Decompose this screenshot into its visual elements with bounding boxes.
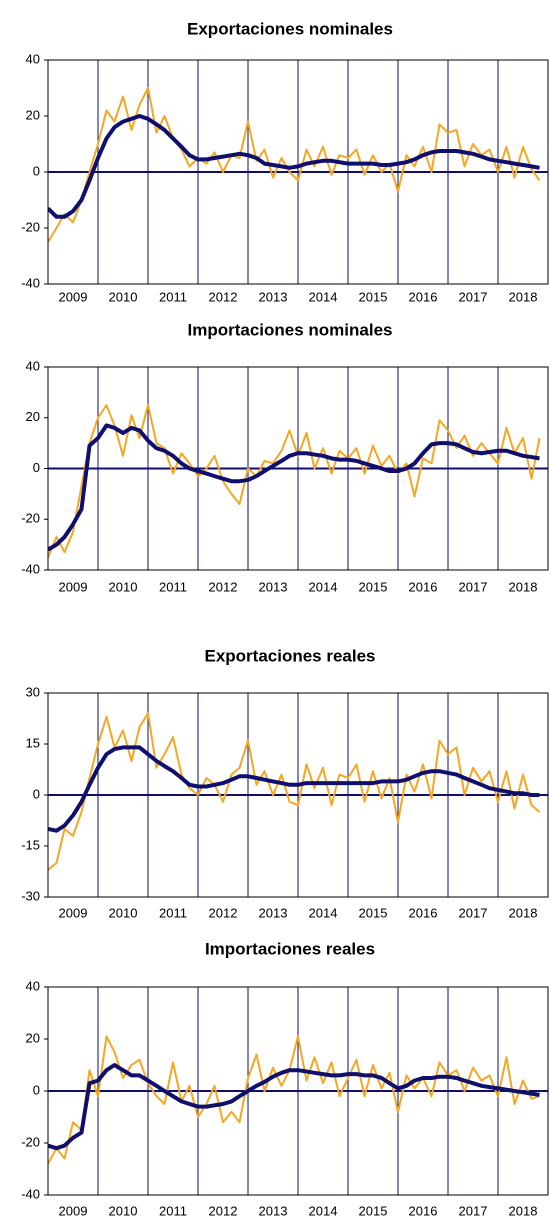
x-tick-label: 2013	[259, 905, 288, 920]
y-tick-label: 30	[26, 684, 40, 699]
x-tick-label: 2012	[209, 1203, 238, 1218]
x-tick-label: 2011	[159, 905, 187, 920]
x-tick-label: 2018	[509, 289, 538, 304]
x-tick-label: 2009	[59, 289, 88, 304]
x-tick-label: 2017	[459, 579, 488, 594]
x-tick-label: 2009	[59, 905, 88, 920]
x-tick-label: 2012	[209, 905, 238, 920]
x-tick-label: 2010	[109, 1203, 138, 1218]
y-tick-label: -20	[21, 1134, 40, 1149]
x-tick-label: 2010	[109, 289, 138, 304]
y-tick-label: 40	[26, 51, 40, 66]
x-tick-label: 2013	[259, 579, 288, 594]
series-line	[48, 114, 540, 219]
x-tick-label: 2017	[459, 1203, 488, 1218]
chart-title: Importaciones nominales	[188, 320, 393, 339]
x-tick-label: 2016	[409, 289, 438, 304]
y-tick-label: -15	[21, 837, 40, 852]
series-line	[48, 712, 541, 871]
x-tick-label: 2018	[509, 905, 538, 920]
y-tick-label: 40	[26, 358, 40, 373]
y-tick-label: 40	[26, 978, 40, 993]
plot-frame	[47, 692, 549, 898]
series-line	[48, 87, 541, 243]
chart-title: Importaciones reales	[205, 939, 375, 958]
y-tick-label: 0	[33, 163, 40, 178]
y-tick-label: -40	[21, 561, 40, 576]
x-tick-label: 2014	[309, 1203, 338, 1218]
x-tick-label: 2016	[409, 579, 438, 594]
y-tick-label: 0	[33, 1082, 40, 1097]
y-tick-label: -20	[21, 511, 40, 526]
x-tick-label: 2013	[259, 289, 288, 304]
y-tick-label: -30	[21, 888, 40, 903]
x-tick-label: 2018	[509, 1203, 538, 1218]
x-tick-label: 2015	[359, 289, 388, 304]
x-tick-label: 2010	[109, 905, 138, 920]
y-tick-label: 0	[33, 786, 40, 801]
x-tick-label: 2015	[359, 1203, 388, 1218]
x-tick-label: 2011	[159, 579, 187, 594]
series-line	[48, 1063, 540, 1151]
x-tick-label: 2017	[459, 289, 488, 304]
x-tick-label: 2014	[309, 289, 338, 304]
x-tick-label: 2010	[109, 579, 138, 594]
y-tick-label: -40	[21, 1186, 40, 1201]
chart-title: Exportaciones reales	[204, 646, 375, 665]
y-tick-label: -20	[21, 219, 40, 234]
chart: Importaciones reales -40 -20 0 20 40 2009 2010 2…	[21, 939, 549, 1218]
y-tick-label: 20	[26, 409, 40, 424]
series-line	[48, 745, 540, 833]
y-tick-label: -40	[21, 275, 40, 290]
plot-frame	[47, 366, 549, 571]
x-tick-label: 2011	[159, 289, 187, 304]
plot-frame	[47, 59, 549, 285]
chart: Exportaciones nominales -40 -20 0 20 40 2009 20…	[21, 19, 549, 304]
x-tick-label: 2012	[209, 579, 238, 594]
x-tick-label: 2009	[59, 1203, 88, 1218]
y-tick-label: 15	[26, 735, 40, 750]
x-tick-label: 2016	[409, 1203, 438, 1218]
series-line	[48, 404, 541, 558]
x-tick-label: 2011	[159, 1203, 187, 1218]
x-tick-label: 2014	[309, 905, 338, 920]
x-tick-label: 2016	[409, 905, 438, 920]
x-tick-label: 2013	[259, 1203, 288, 1218]
series-line	[48, 1035, 540, 1165]
x-tick-label: 2015	[359, 579, 388, 594]
x-tick-label: 2014	[309, 579, 338, 594]
y-tick-label: 0	[33, 460, 40, 475]
plot-frame	[47, 986, 549, 1196]
series-line	[48, 423, 540, 552]
chart: Exportaciones reales -30 -15 0 15 30 2009 2010 2…	[21, 646, 549, 920]
x-tick-label: 2012	[209, 289, 238, 304]
chart: Importaciones nominales -40 -20 0 20 40 2009 20…	[21, 320, 549, 594]
y-tick-label: 20	[26, 1030, 40, 1045]
x-tick-label: 2015	[359, 905, 388, 920]
x-tick-label: 2018	[509, 579, 538, 594]
x-tick-label: 2009	[59, 579, 88, 594]
chart-title: Exportaciones nominales	[187, 19, 393, 38]
x-tick-label: 2017	[459, 905, 488, 920]
y-tick-label: 20	[26, 107, 40, 122]
